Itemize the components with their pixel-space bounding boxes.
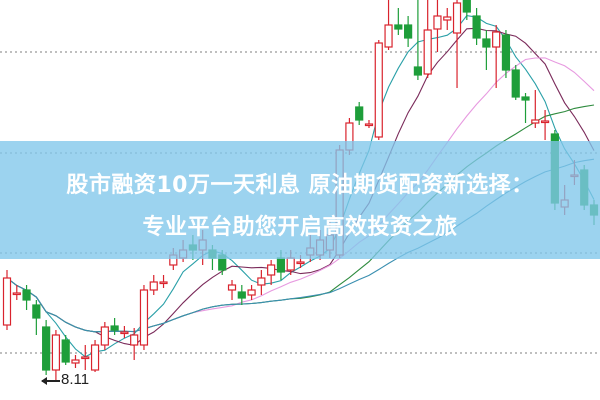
candle-up — [296, 261, 305, 265]
candle-up — [452, 2, 462, 34]
candle-up — [267, 264, 276, 276]
banner-title-line1: 股市融资10万一天利息 原油期货配资新选择： — [66, 173, 534, 198]
low-arrow-icon — [41, 377, 60, 384]
candle-up — [257, 277, 266, 286]
title-banner: 股市融资10万一天利息 原油期货配资新选择： 专业平台助您开启高效投资之旅 — [0, 141, 600, 259]
candle-up — [423, 29, 432, 75]
candle-up — [531, 119, 540, 124]
candle-down — [110, 325, 119, 331]
candle-down — [413, 66, 422, 76]
candle-up — [384, 24, 393, 48]
candle-up — [90, 344, 100, 371]
low-price-label: 8.11 — [61, 371, 90, 388]
candle-up — [12, 292, 21, 296]
candle-up — [71, 359, 80, 364]
candle-down — [511, 69, 520, 98]
candle-up — [2, 277, 12, 326]
candle-up — [540, 120, 550, 124]
candle-down — [32, 304, 41, 319]
candle-up — [443, 16, 452, 21]
candle-up — [81, 356, 90, 360]
candle-up — [139, 289, 149, 346]
candle-up — [130, 334, 139, 346]
candle-down — [22, 289, 31, 301]
candle-up — [100, 326, 109, 346]
candle-up — [364, 123, 374, 127]
candle-up — [374, 42, 383, 138]
candle-up — [433, 15, 442, 30]
candle-down — [42, 326, 51, 371]
candle-up — [51, 334, 61, 371]
candle-up — [227, 284, 237, 291]
candle-down — [61, 339, 70, 363]
candle-down — [237, 291, 246, 299]
candle-up — [149, 281, 158, 291]
candle-up — [159, 281, 168, 285]
candle-up — [492, 31, 501, 48]
candle-down — [355, 106, 364, 121]
candle-down — [404, 24, 413, 39]
candle-up — [286, 257, 295, 271]
candle-down — [462, 0, 471, 13]
candle-down — [521, 96, 530, 101]
candle-down — [501, 34, 511, 71]
candle-up — [247, 289, 256, 296]
candle-down — [482, 38, 491, 48]
candle-down — [394, 24, 403, 30]
banner-title-line2: 专业平台助您开启高效投资之旅 — [142, 215, 458, 240]
candle-down — [276, 257, 286, 273]
candle-down — [472, 15, 481, 39]
candle-up — [120, 331, 129, 335]
